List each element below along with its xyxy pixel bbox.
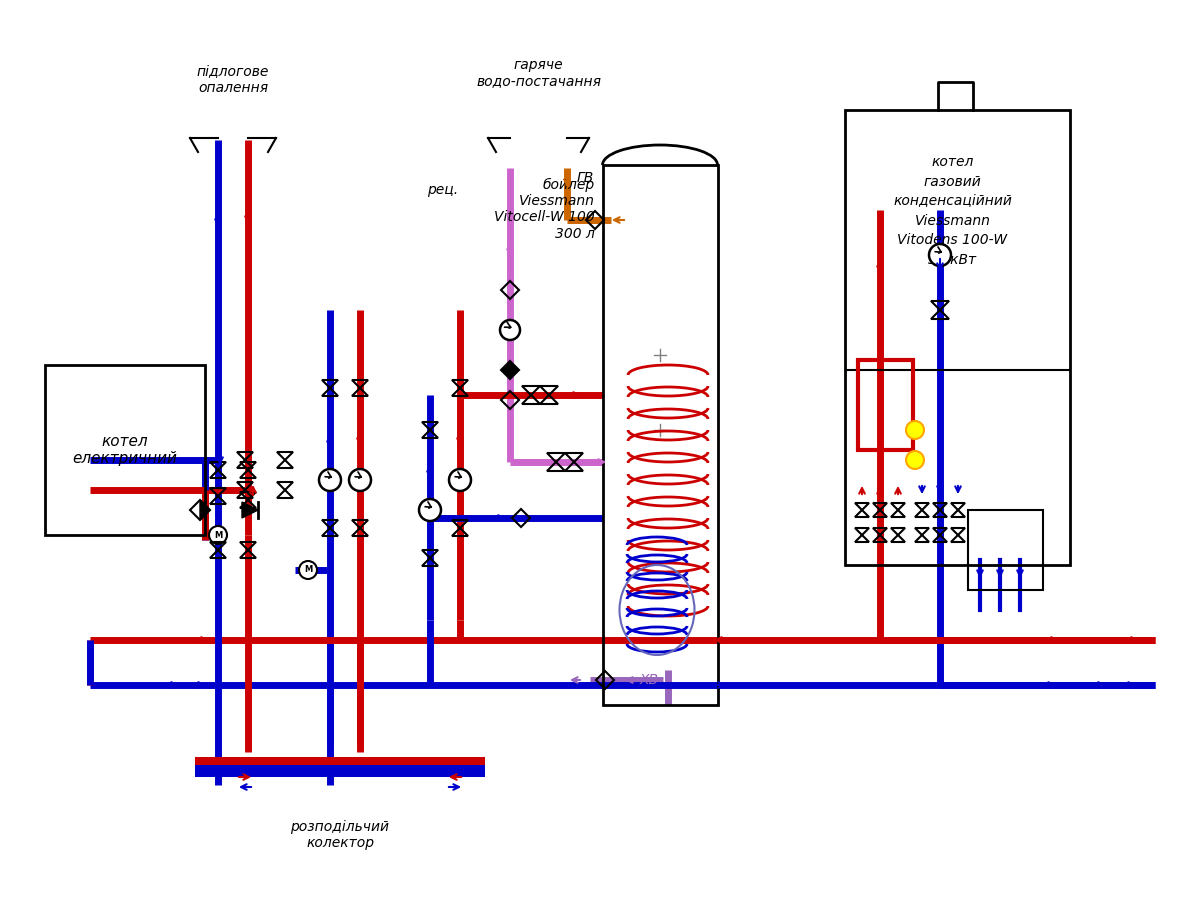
Circle shape <box>209 526 227 544</box>
Text: рец.: рец. <box>427 183 458 197</box>
Bar <box>194 767 485 775</box>
Text: M: M <box>304 565 312 574</box>
Text: гаряче
водо-постачання: гаряче водо-постачання <box>476 58 601 88</box>
Bar <box>968 510 1043 590</box>
Text: котел
електричний: котел електричний <box>72 434 178 466</box>
Polygon shape <box>200 500 210 520</box>
Polygon shape <box>502 361 520 379</box>
Circle shape <box>449 469 470 491</box>
Circle shape <box>349 469 371 491</box>
Circle shape <box>906 421 924 439</box>
Text: M: M <box>214 530 222 539</box>
Text: підлогове
опалення: підлогове опалення <box>197 65 269 95</box>
Text: ГВ: ГВ <box>577 171 594 185</box>
Circle shape <box>500 320 520 340</box>
Bar <box>858 360 913 450</box>
Circle shape <box>419 499 442 521</box>
Bar <box>194 765 485 777</box>
Text: котел
газовий
конденсаційний
Viessmann
Vitodens 100-W
35 кВт: котел газовий конденсаційний Viessmann V… <box>893 155 1012 267</box>
Circle shape <box>299 561 317 579</box>
Circle shape <box>929 244 952 266</box>
Circle shape <box>906 451 924 469</box>
Bar <box>46 365 205 535</box>
Text: ХВ: ХВ <box>640 673 659 687</box>
Text: розподільчий
колектор: розподільчий колектор <box>290 820 390 850</box>
Bar <box>194 757 485 767</box>
Text: бойлер
Viessmann
Vitocell-W 100
300 л: бойлер Viessmann Vitocell-W 100 300 л <box>494 178 595 241</box>
Bar <box>845 110 1070 565</box>
Bar <box>604 165 718 705</box>
Polygon shape <box>242 502 258 518</box>
Circle shape <box>319 469 341 491</box>
